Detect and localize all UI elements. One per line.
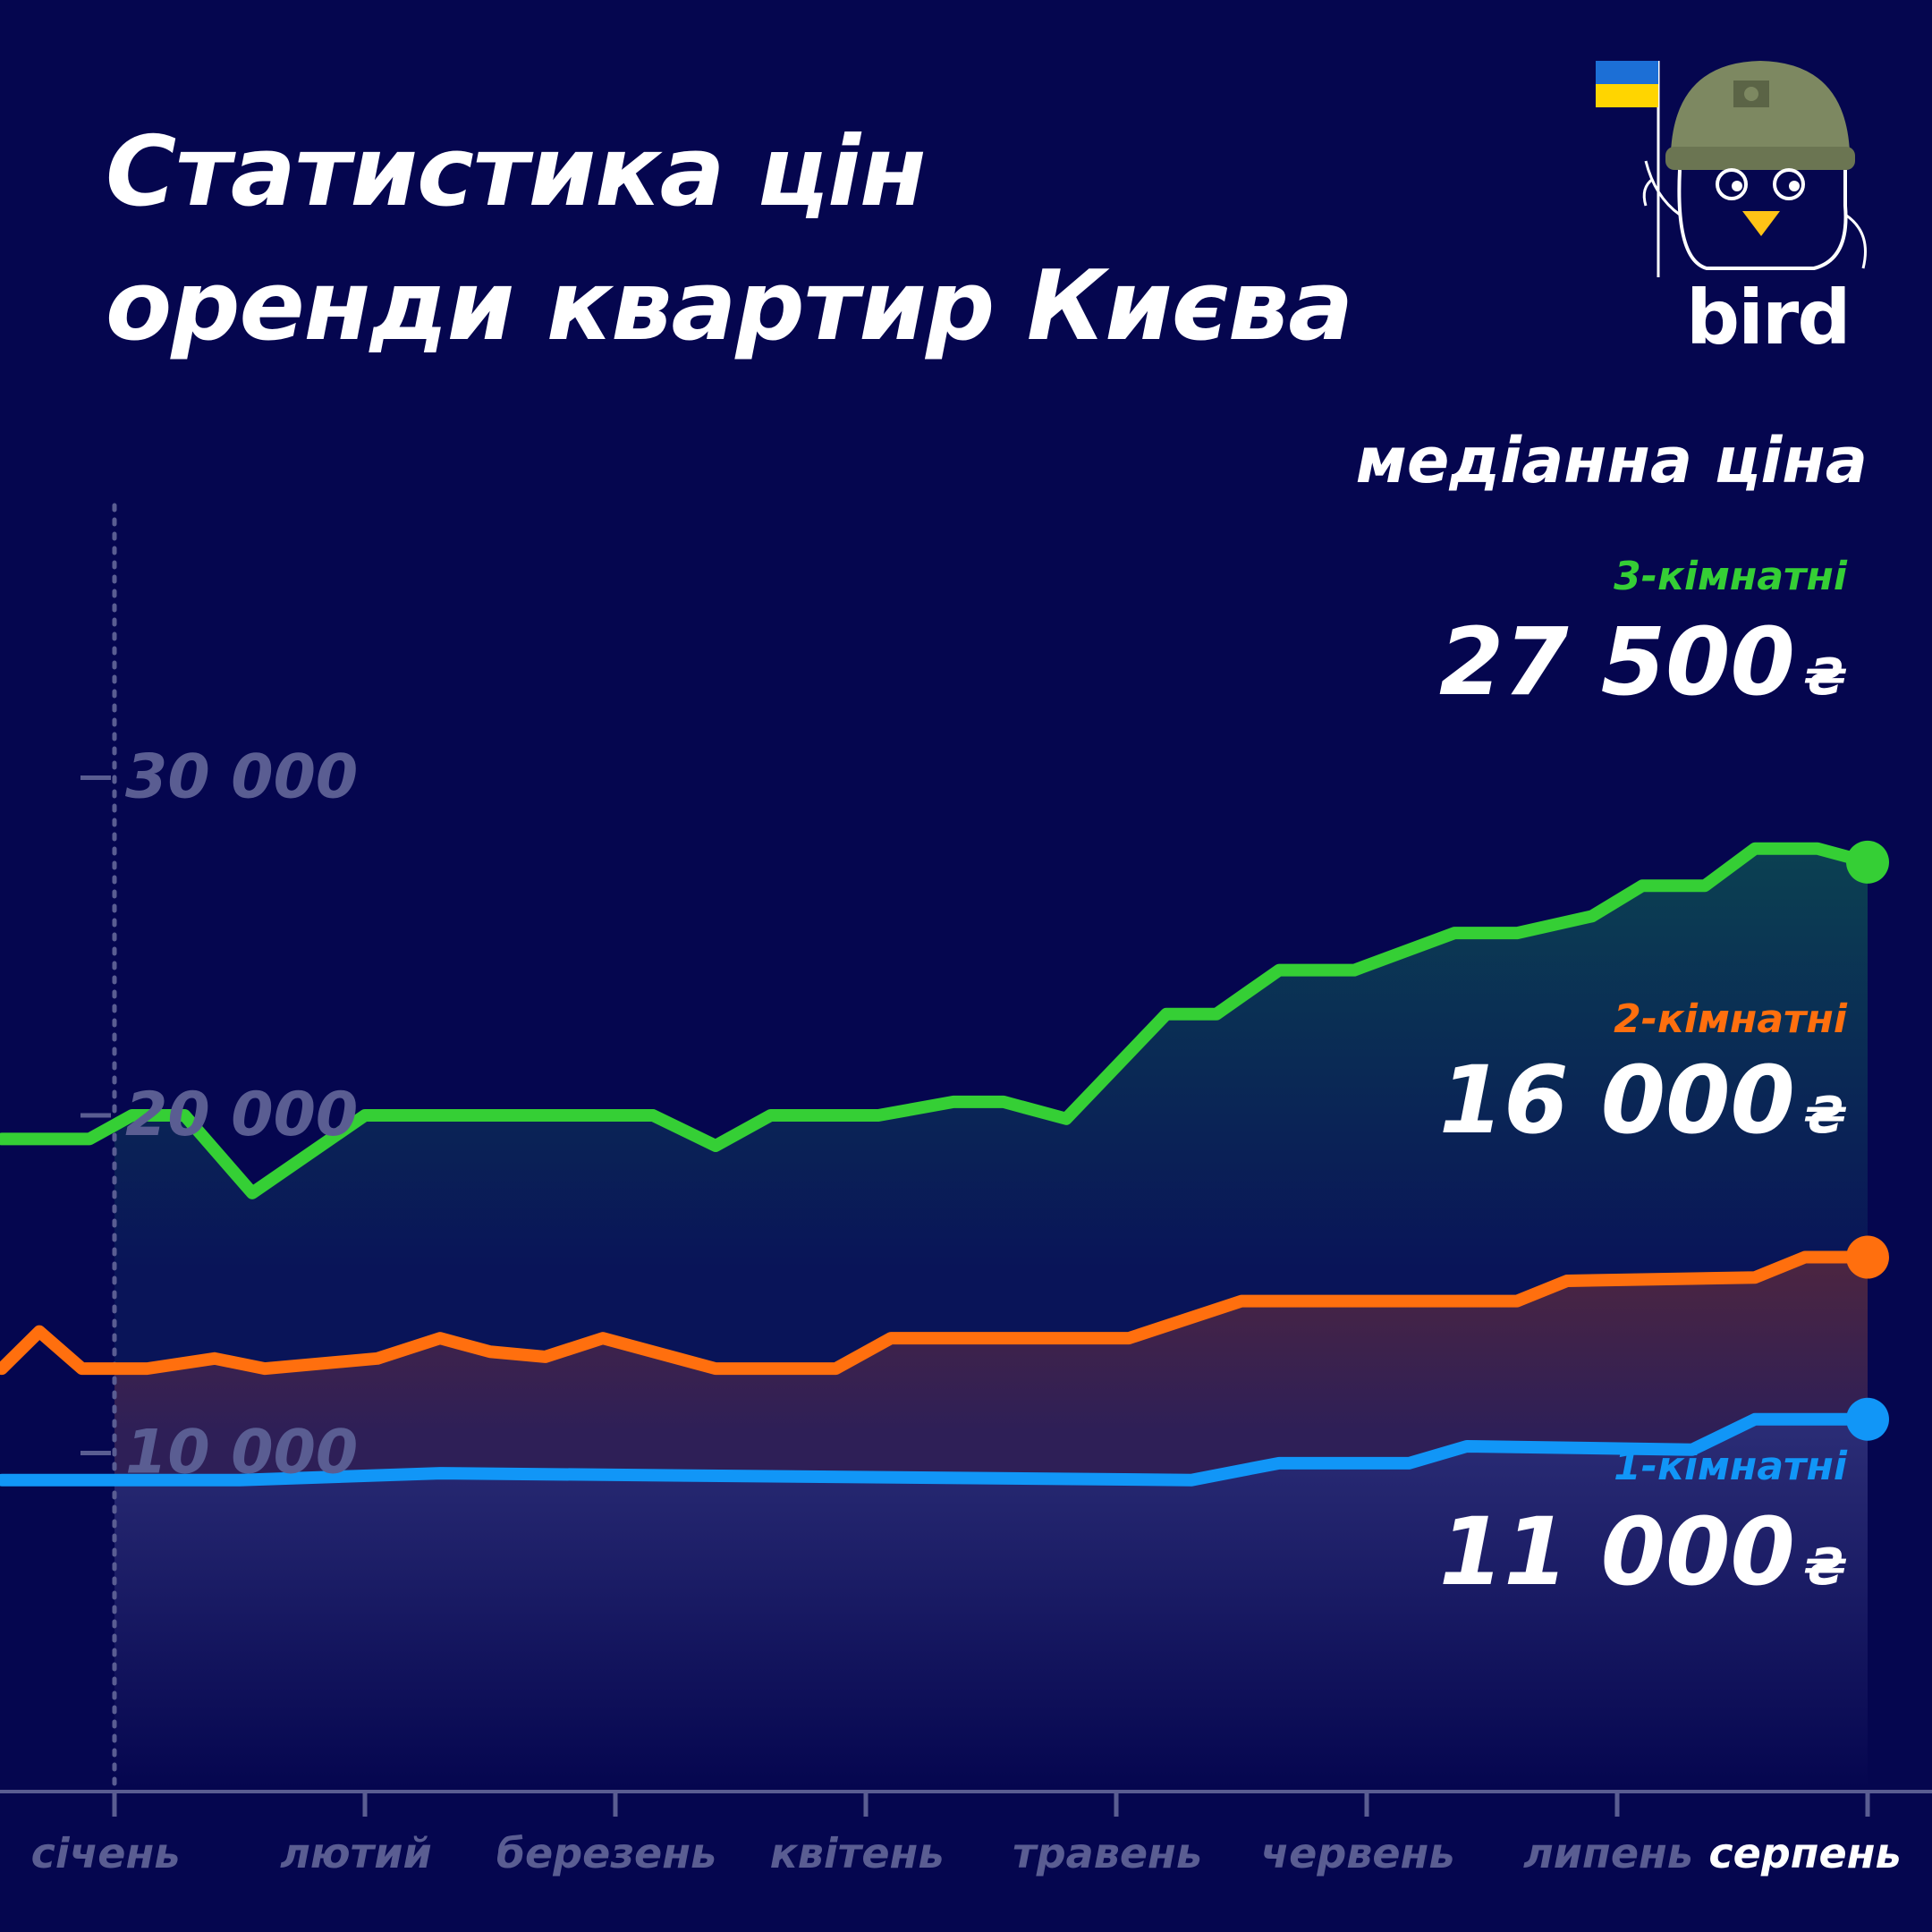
value-number: 27 500 xyxy=(1438,607,1795,716)
series-label-2-room: 2-кімнатні xyxy=(1614,996,1847,1042)
currency-symbol: ₴ xyxy=(1803,1538,1847,1597)
logo-text: bird xyxy=(1686,274,1851,361)
x-tick-label: червень xyxy=(1261,1829,1455,1877)
title-line-1: Статистика цін xyxy=(106,116,927,228)
x-tick-label: січень xyxy=(31,1829,181,1877)
chart-subtitle: медіанна ціна xyxy=(1355,424,1868,497)
series-label-1-room: 1-кімнатні xyxy=(1614,1444,1847,1489)
bird-logo-icon xyxy=(1596,61,1867,277)
title-line-2: оренди квартир Києва xyxy=(106,250,1353,362)
series-value-3-room: 27 500 ₴ xyxy=(1439,608,1847,732)
y-tick-label: 30 000 xyxy=(125,742,358,813)
y-tick-label: 20 000 xyxy=(125,1080,358,1150)
page-title: Статистика цін оренди квартир Києва xyxy=(106,106,1353,374)
area-1-room xyxy=(114,1419,1868,1792)
end-dot-2-room xyxy=(1846,1235,1889,1279)
line-2-room xyxy=(0,1250,1874,1376)
currency-symbol: ₴ xyxy=(1803,648,1847,707)
series-value-1-room: 11 000 ₴ xyxy=(1439,1498,1847,1622)
end-dot-1-room xyxy=(1846,1397,1889,1441)
y-tick-label: 10 000 xyxy=(125,1418,358,1488)
x-tick-label: липень xyxy=(1523,1829,1693,1877)
currency-symbol: ₴ xyxy=(1803,1087,1847,1145)
x-tick-label: серпень xyxy=(1708,1829,1901,1877)
x-tick-label: лютий xyxy=(280,1829,432,1877)
line-3-room xyxy=(0,842,1874,1199)
x-tick-label: квітень xyxy=(770,1829,945,1877)
value-number: 11 000 xyxy=(1438,1497,1795,1606)
x-tick-label: травень xyxy=(1013,1829,1202,1877)
series-label-3-room: 3-кімнатні xyxy=(1614,554,1847,599)
series-value-2-room: 16 000 ₴ xyxy=(1439,1046,1847,1170)
end-dot-3-room xyxy=(1846,840,1889,884)
value-number: 16 000 xyxy=(1438,1046,1795,1155)
line-1-room xyxy=(0,1412,1874,1487)
x-tick-label: березень xyxy=(496,1829,716,1877)
